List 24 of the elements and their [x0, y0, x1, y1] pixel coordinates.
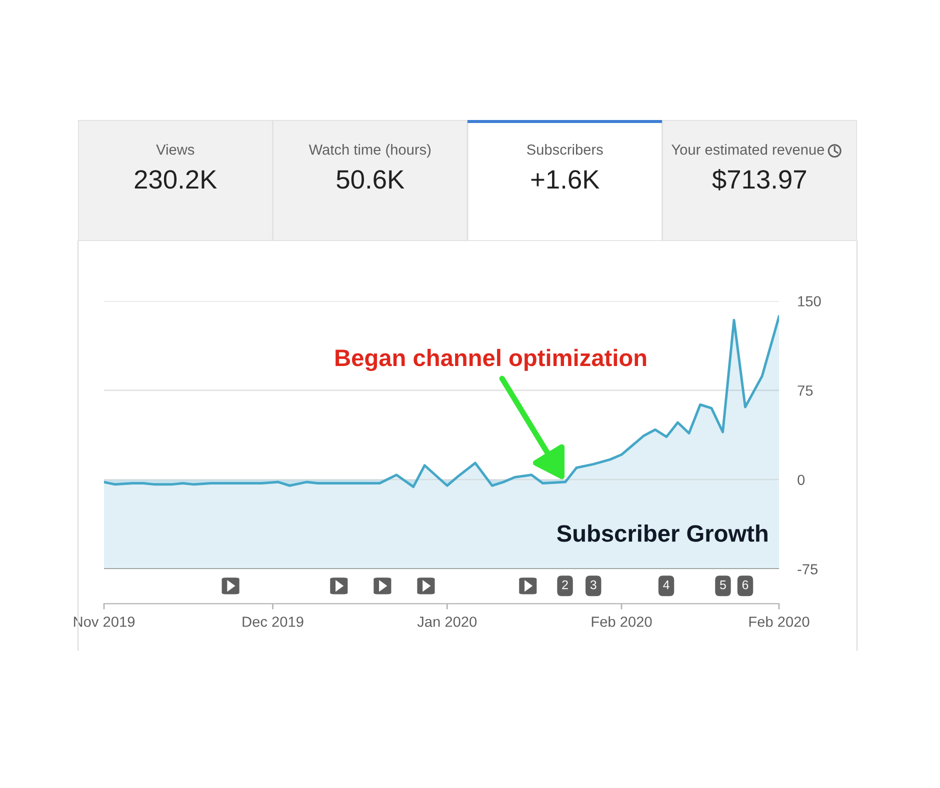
text: 2	[562, 580, 568, 590]
x-tick-label: Nov 2019	[74, 616, 135, 627]
text: Your estimated revenue	[672, 144, 824, 155]
text: 4	[663, 580, 670, 590]
y-tick-label: 150	[798, 296, 821, 306]
x-tick-label: Feb 2020	[592, 616, 652, 627]
annotation: Subscriber Growth	[557, 524, 768, 542]
text: 3	[590, 580, 596, 590]
text: 50.6K	[336, 170, 404, 189]
text: 230.2K	[134, 170, 217, 189]
annotation: Began channel optimization	[336, 348, 646, 372]
text: 6	[742, 580, 748, 590]
x-tick-label: Jan 2020	[417, 616, 477, 627]
x-tick-label: Feb 2020	[749, 616, 810, 627]
x-tick-label: Dec 2019	[242, 616, 304, 627]
text: $713.97	[712, 169, 806, 190]
y-tick-label: 0	[798, 474, 805, 486]
text: 5	[720, 580, 726, 590]
text: Subscribers	[527, 144, 603, 155]
text: Watch time (hours)	[308, 144, 431, 158]
text: +1.6K	[531, 170, 600, 189]
text: Views	[156, 144, 194, 155]
y-tick-label: 75	[798, 386, 813, 396]
y-tick-label: -75	[798, 564, 818, 574]
